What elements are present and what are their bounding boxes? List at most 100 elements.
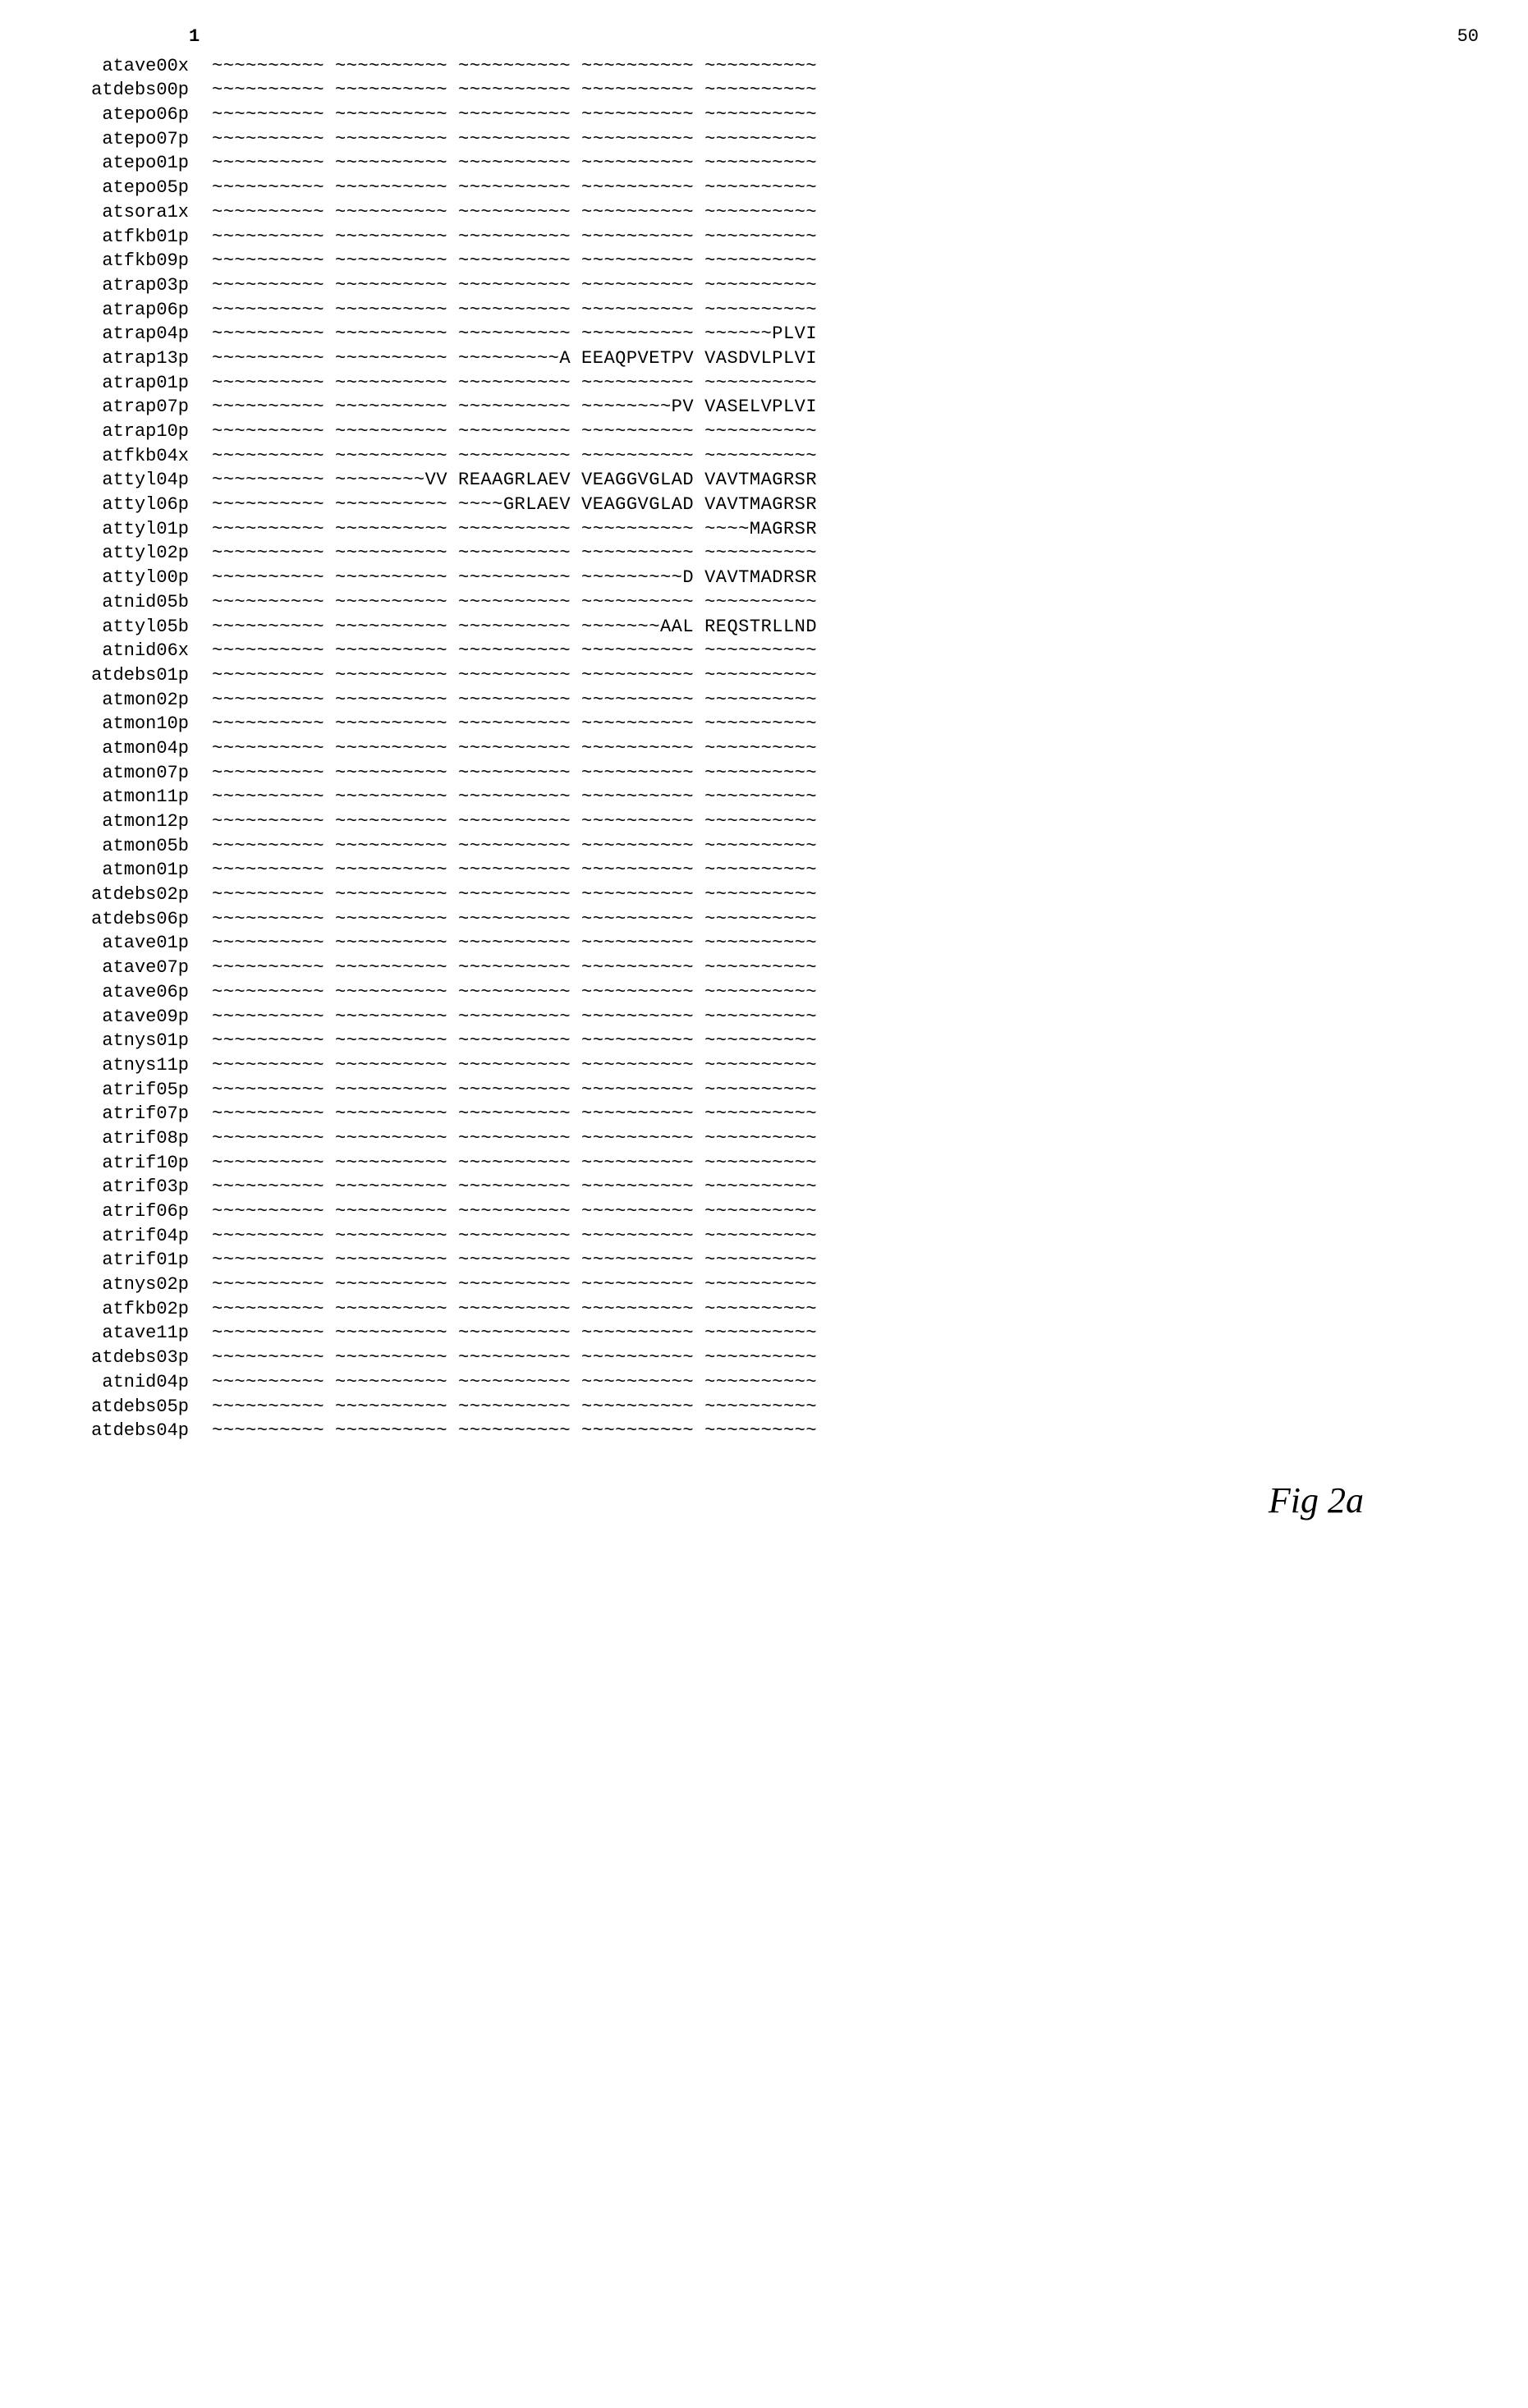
sequence-block: ~~~~~~~~~~ [704, 127, 813, 152]
sequence-block: ~~~~~~~~~~ [335, 322, 443, 346]
alignment-row: atepo05p~~~~~~~~~~~~~~~~~~~~~~~~~~~~~~~~… [33, 176, 1495, 200]
sequence-block: ~~~~~~~~~~ [458, 1199, 567, 1224]
sequence-block: VAVTMAGRSR [704, 493, 813, 517]
sequence-block: ~~~~~~~~~~ [704, 103, 813, 127]
sequence-block: ~~~~~~~~~~ [212, 1175, 320, 1199]
sequence-block: ~~~~~~~~~~ [458, 1053, 567, 1078]
sequence-block: ~~~~~~~~~~ [704, 1175, 813, 1199]
sequence-block: ~~~~~~~~~~ [581, 956, 690, 980]
sequence-block: ~~~~~~~~~~ [458, 1126, 567, 1151]
sequence-block: ~~~~MAGRSR [704, 517, 813, 542]
sequence-block: ~~~~~~~~~~ [704, 151, 813, 176]
sequence-blocks: ~~~~~~~~~~~~~~~~~~VVREAAGRLAEVVEAGGVGLAD… [212, 468, 813, 493]
sequence-label: atfkb04x [33, 444, 212, 469]
sequence-block: ~~~~~~~~~~ [335, 1126, 443, 1151]
sequence-block: ~~~~~~PLVI [704, 322, 813, 346]
sequence-label: atave07p [33, 956, 212, 980]
sequence-block: ~~~~~~~~~~ [212, 468, 320, 493]
sequence-block: ~~~~GRLAEV [458, 493, 567, 517]
sequence-blocks: ~~~~~~~~~~~~~~~~~~~~~~~~~~~~~~~~~~~~~~~~… [212, 78, 813, 103]
sequence-block: ~~~~~~~~~~ [704, 1053, 813, 1078]
sequence-block: ~~~~~~~~~~ [704, 200, 813, 225]
sequence-block: ~~~~~~~~~~ [704, 298, 813, 323]
alignment-row: atnid06x~~~~~~~~~~~~~~~~~~~~~~~~~~~~~~~~… [33, 639, 1495, 663]
sequence-block: ~~~~~~~~~~ [335, 78, 443, 103]
sequence-block: ~~~~~~~~~~ [704, 1273, 813, 1297]
sequence-block: ~~~~~~~~~~ [458, 834, 567, 859]
sequence-block: ~~~~~~~~~~ [458, 249, 567, 273]
sequence-block: ~~~~~~~~~~ [335, 688, 443, 713]
sequence-blocks: ~~~~~~~~~~~~~~~~~~~~~~~~~~~~~~~~~~~~~~~~… [212, 785, 813, 810]
sequence-block: ~~~~~~~~~~ [212, 395, 320, 420]
sequence-block: ~~~~~~~~~~ [458, 1005, 567, 1030]
sequence-label: atdebs00p [33, 78, 212, 103]
alignment-row: atrif01p~~~~~~~~~~~~~~~~~~~~~~~~~~~~~~~~… [33, 1248, 1495, 1273]
sequence-blocks: ~~~~~~~~~~~~~~~~~~~~~~~~~~~~~~~~~~~~~~~~… [212, 883, 813, 907]
sequence-label: atdebs05p [33, 1395, 212, 1420]
sequence-block: ~~~~~~~~~~ [212, 1078, 320, 1103]
sequence-block: ~~~~~~~~~~ [212, 298, 320, 323]
sequence-label: atepo01p [33, 151, 212, 176]
alignment-row: attyl02p~~~~~~~~~~~~~~~~~~~~~~~~~~~~~~~~… [33, 541, 1495, 566]
sequence-block: ~~~~~~~~~~ [458, 907, 567, 932]
sequence-block: ~~~~~~~~~~ [335, 1273, 443, 1297]
sequence-block: VASELVPLVI [704, 395, 813, 420]
sequence-blocks: ~~~~~~~~~~~~~~~~~~~~~~~~~~~~~~~~~~~~~~~~… [212, 1395, 813, 1420]
sequence-label: attyl05b [33, 615, 212, 640]
sequence-label: atrif07p [33, 1102, 212, 1126]
alignment-row: atrif04p~~~~~~~~~~~~~~~~~~~~~~~~~~~~~~~~… [33, 1224, 1495, 1249]
sequence-block: ~~~~~~~~~~ [704, 1297, 813, 1322]
sequence-block: ~~~~~~~~~~ [212, 1151, 320, 1176]
alignment-row: atnid05b~~~~~~~~~~~~~~~~~~~~~~~~~~~~~~~~… [33, 590, 1495, 615]
sequence-block: ~~~~~~~~~~ [704, 736, 813, 761]
sequence-block: ~~~~~~~~~~ [335, 493, 443, 517]
sequence-block: ~~~~~~~~~~ [581, 1370, 690, 1395]
sequence-block: ~~~~~~~~~~ [212, 1346, 320, 1370]
alignment-row: atsora1x~~~~~~~~~~~~~~~~~~~~~~~~~~~~~~~~… [33, 200, 1495, 225]
sequence-label: atave01p [33, 931, 212, 956]
sequence-block: ~~~~~~~~~~ [335, 1078, 443, 1103]
alignment-row: atmon12p~~~~~~~~~~~~~~~~~~~~~~~~~~~~~~~~… [33, 810, 1495, 834]
sequence-label: atsora1x [33, 200, 212, 225]
alignment-row: atdebs02p~~~~~~~~~~~~~~~~~~~~~~~~~~~~~~~… [33, 883, 1495, 907]
sequence-block: ~~~~~~~~~~ [212, 444, 320, 469]
sequence-block: ~~~~~~~~~~ [458, 1224, 567, 1249]
sequence-block: ~~~~~~~~~~ [212, 200, 320, 225]
sequence-block: ~~~~~~~~~~ [335, 639, 443, 663]
alignment-row: atdebs04p~~~~~~~~~~~~~~~~~~~~~~~~~~~~~~~… [33, 1419, 1495, 1443]
sequence-block: ~~~~~~~~~~ [212, 420, 320, 444]
sequence-block: VEAGGVGLAD [581, 493, 690, 517]
sequence-block: ~~~~~~~~~~ [458, 395, 567, 420]
sequence-block: VAVTMADRSR [704, 566, 813, 590]
sequence-block: ~~~~~~~~~~ [458, 883, 567, 907]
sequence-block: ~~~~~~~~~~ [704, 54, 813, 79]
sequence-block: ~~~~~~~~~~ [704, 444, 813, 469]
sequence-block: ~~~~~~~~~~ [212, 322, 320, 346]
alignment-row: atnys11p~~~~~~~~~~~~~~~~~~~~~~~~~~~~~~~~… [33, 1053, 1495, 1078]
sequence-block: ~~~~~~~~~~ [458, 517, 567, 542]
sequence-block: ~~~~~~~~~~ [458, 858, 567, 883]
sequence-blocks: ~~~~~~~~~~~~~~~~~~~~~~~~~~~~~~~~~~~~~~~~… [212, 371, 813, 396]
sequence-block: ~~~~~~~~~~ [212, 225, 320, 250]
sequence-block: ~~~~~~~~~~ [335, 1321, 443, 1346]
sequence-block: ~~~~~~~~~~ [458, 176, 567, 200]
alignment-row: atave01p~~~~~~~~~~~~~~~~~~~~~~~~~~~~~~~~… [33, 931, 1495, 956]
sequence-blocks: ~~~~~~~~~~~~~~~~~~~~~~~~~~~~~~~~~~~~~~~~… [212, 1151, 813, 1176]
sequence-block: ~~~~~~~~~~ [581, 54, 690, 79]
sequence-label: atnys11p [33, 1053, 212, 1078]
sequence-block: ~~~~~~~~~~ [335, 371, 443, 396]
sequence-label: atmon12p [33, 810, 212, 834]
sequence-block: ~~~~~~~~~~ [458, 931, 567, 956]
sequence-block: ~~~~~~~~~~ [581, 249, 690, 273]
sequence-block: ~~~~~~~~~~ [335, 1370, 443, 1395]
sequence-label: atmon04p [33, 736, 212, 761]
sequence-block: ~~~~~~~~~~ [212, 78, 320, 103]
sequence-block: ~~~~~~~~~~ [581, 127, 690, 152]
sequence-blocks: ~~~~~~~~~~~~~~~~~~~~~~~~~~~~~AEEAQPVETPV… [212, 346, 813, 371]
sequence-blocks: ~~~~~~~~~~~~~~~~~~~~~~~~~~~~~~~~~~~~~~~~… [212, 127, 813, 152]
alignment-row: atrap07p~~~~~~~~~~~~~~~~~~~~~~~~~~~~~~~~… [33, 395, 1495, 420]
sequence-block: ~~~~~~~~~~ [581, 78, 690, 103]
sequence-block: ~~~~~~~~~~ [704, 1005, 813, 1030]
sequence-block: REAAGRLAEV [458, 468, 567, 493]
sequence-block: ~~~~~~~~~~ [212, 346, 320, 371]
